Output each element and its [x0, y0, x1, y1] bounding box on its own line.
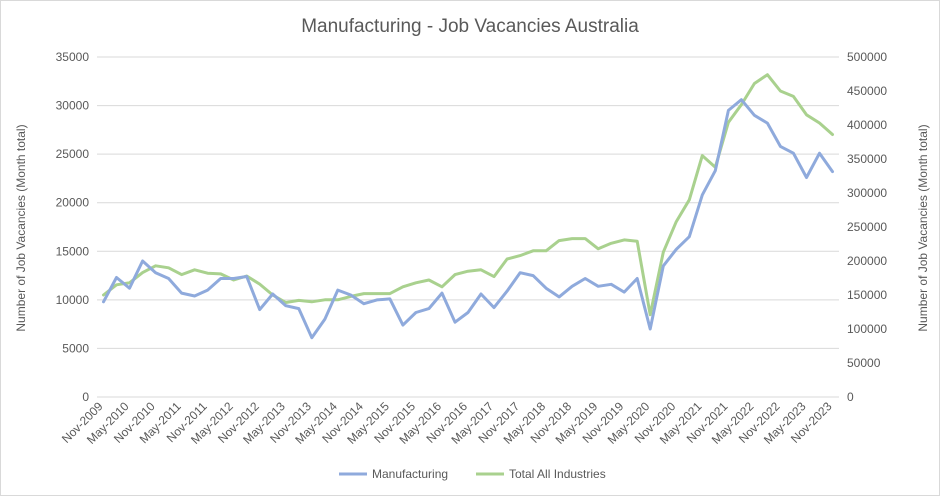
series-line-total-all-industries	[102, 73, 834, 317]
right-tick-label: 450000	[847, 84, 887, 98]
left-axis-ticks: 0 5000 10000 15000 20000 25000 30000 35000	[56, 50, 90, 404]
left-axis-title: Number of Job Vacancies (Month total)	[14, 124, 28, 331]
right-axis-ticks: 0 50000 100000 150000 200000 250000 300000 3500…	[847, 50, 887, 404]
right-tick-label: 150000	[847, 288, 887, 302]
right-axis-title: Number of Job Vacancies (Month total)	[916, 124, 930, 331]
right-tick-label: 200000	[847, 254, 887, 268]
left-tick-label: 5000	[62, 341, 89, 355]
left-tick-label: 10000	[56, 293, 90, 307]
left-tick-label: 20000	[56, 196, 90, 210]
left-tick-label: 0	[82, 390, 89, 404]
x-axis-ticks: Nov-2009May-2010Nov-2010May-2011Nov-2011…	[59, 399, 835, 447]
chart-title: Manufacturing - Job Vacancies Australia	[301, 16, 639, 37]
left-tick-label: 15000	[56, 244, 90, 258]
left-tick-label: 30000	[56, 99, 90, 113]
left-tick-label: 25000	[56, 147, 90, 161]
legend-label-manufacturing: Manufacturing	[372, 467, 448, 481]
right-tick-label: 100000	[847, 322, 887, 336]
series-lines	[102, 73, 834, 340]
gridlines	[97, 56, 839, 398]
legend-label-total: Total All Industries	[509, 467, 606, 481]
right-tick-label: 500000	[847, 50, 887, 64]
right-tick-label: 250000	[847, 220, 887, 234]
right-tick-label: 300000	[847, 186, 887, 200]
right-tick-label: 0	[847, 390, 854, 404]
legend: Manufacturing Total All Industries	[339, 467, 606, 481]
right-tick-label: 400000	[847, 118, 887, 132]
left-tick-label: 35000	[56, 50, 90, 64]
series-line-manufacturing	[102, 98, 834, 340]
right-tick-label: 350000	[847, 152, 887, 166]
right-tick-label: 50000	[847, 356, 881, 370]
